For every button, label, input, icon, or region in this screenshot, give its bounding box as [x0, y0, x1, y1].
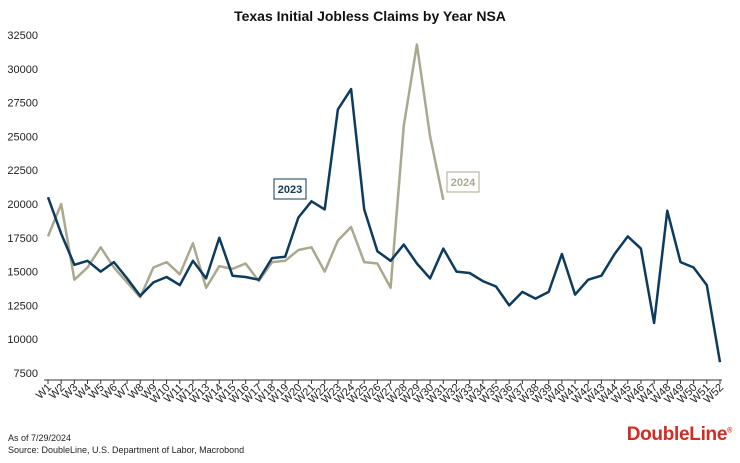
- legend-box-2024: [446, 171, 480, 193]
- y-tick-label: 27500: [7, 98, 38, 110]
- chart-title: Texas Initial Jobless Claims by Year NSA: [234, 8, 506, 24]
- series-layer: [46, 43, 722, 363]
- y-tick-label: 12500: [7, 300, 38, 312]
- y-tick-label: 30000: [7, 64, 38, 76]
- doubleline-logo: DoubleLine®: [626, 424, 733, 445]
- y-axis-tick-labels: 7500 10000 12500 15000 17500 20000 22500 25000 2…: [7, 30, 38, 380]
- y-tick-label: 22500: [7, 165, 38, 177]
- as-of-date: As of 7/29/2024: [8, 433, 72, 443]
- logo-text: DoubleLine: [626, 424, 728, 445]
- y-tick-label: 32500: [7, 30, 38, 42]
- source-note: Source: DoubleLine, U.S. Department of L…: [8, 445, 245, 455]
- y-tick-label: 7500: [14, 368, 38, 380]
- y-tick-label: 20000: [7, 199, 38, 211]
- legend-label-2024: 2024: [451, 177, 476, 189]
- y-tick-label: 10000: [7, 334, 38, 346]
- y-tick-label: 17500: [7, 233, 38, 245]
- legend-label-2023: 2023: [278, 184, 302, 196]
- x-axis: W1W2W3W4W5W6W7W8W9W10W11W12W13W14W15W16W…: [34, 379, 726, 406]
- legend: 2023 2024: [273, 171, 480, 200]
- series-line-2023: [46, 87, 722, 363]
- y-tick-label: 15000: [7, 267, 38, 279]
- y-tick-label: 25000: [7, 131, 38, 143]
- series-line-2024: [46, 43, 445, 299]
- legend-box-2023: [273, 178, 307, 200]
